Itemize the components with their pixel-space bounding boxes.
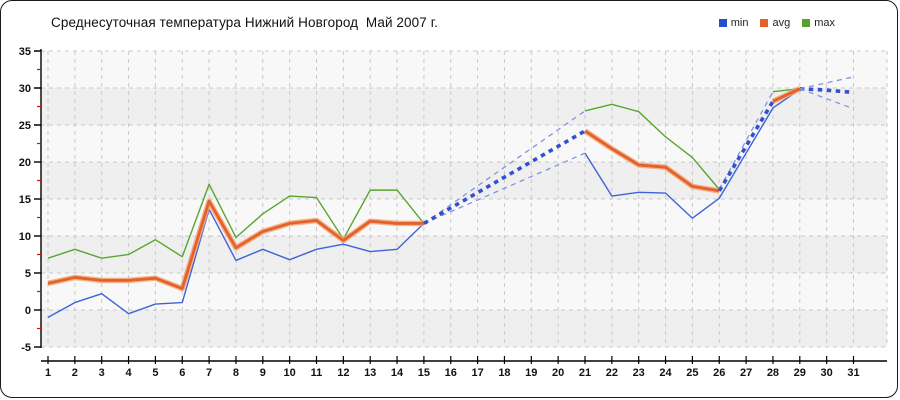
series-avg-line — [584, 129, 720, 193]
plot-band — [41, 199, 887, 236]
x-axis-tick-label: 24 — [659, 367, 672, 379]
x-axis-tick-label: 14 — [391, 367, 404, 379]
x-axis-tick-label: 3 — [99, 367, 105, 379]
series-max-line — [47, 183, 425, 259]
x-axis-tick-label: 5 — [152, 367, 158, 379]
x-axis-tick-label: 20 — [552, 367, 564, 379]
legend-item-min: min — [718, 17, 749, 29]
x-axis-tick-label: 11 — [311, 367, 323, 379]
legend-label-min: min — [730, 17, 749, 29]
legend-swatch-avg-icon — [760, 19, 769, 27]
x-axis-tick-label: 7 — [206, 367, 212, 379]
legend-swatch-min-icon — [718, 19, 727, 27]
x-axis-tick-label: 10 — [284, 367, 296, 379]
legend-item-max: max — [802, 17, 835, 29]
x-axis-tick-label: 29 — [794, 367, 806, 379]
dashed-avg-segment — [423, 129, 586, 225]
x-axis-tick-label: 23 — [633, 367, 645, 379]
series-min-line — [47, 208, 425, 319]
plot-band — [41, 51, 887, 88]
x-axis-tick-label: 25 — [686, 367, 698, 379]
x-axis-tick-label: 26 — [713, 367, 725, 379]
x-axis-tick-label: 17 — [471, 367, 483, 379]
plot-band — [41, 162, 887, 199]
chart-title: Среднесуточная температура Нижний Новгор… — [51, 15, 438, 30]
x-axis-tick-label: 19 — [525, 367, 537, 379]
legend-swatch-max-icon — [802, 19, 811, 27]
series-max-line — [584, 103, 720, 190]
x-axis-tick-label: 4 — [125, 367, 132, 379]
y-axis-tick-label: -5 — [21, 342, 31, 354]
x-axis-tick-label: 1 — [45, 367, 51, 379]
x-axis-tick-label: 13 — [364, 367, 376, 379]
x-axis-tick-label: 6 — [179, 367, 185, 379]
plot-band — [41, 236, 887, 273]
y-axis-tick-label: 15 — [19, 194, 31, 206]
series-avg-line — [772, 87, 801, 103]
plot-band — [41, 273, 887, 310]
series-avg-line — [47, 199, 424, 290]
x-axis-tick-label: 28 — [767, 367, 779, 379]
legend: min avg max — [718, 17, 835, 29]
y-axis-tick-label: 5 — [25, 268, 31, 280]
x-axis-tick-label: 31 — [847, 367, 859, 379]
y-axis-tick-label: 30 — [19, 83, 31, 95]
x-axis-tick-label: 2 — [72, 367, 78, 379]
y-axis-tick-label: 10 — [19, 231, 31, 243]
dashed-bound-segment — [423, 110, 586, 224]
legend-label-avg: avg — [772, 17, 791, 29]
legend-label-max: max — [814, 17, 835, 29]
legend-item-avg: avg — [760, 17, 790, 29]
x-axis-tick-label: 12 — [337, 367, 349, 379]
x-axis-tick-label: 9 — [260, 367, 266, 379]
dashed-bound-segment — [423, 152, 586, 225]
x-axis-tick-label: 22 — [606, 367, 618, 379]
x-axis-tick-label: 30 — [821, 367, 833, 379]
x-axis-tick-label: 27 — [740, 367, 752, 379]
x-axis-tick-label: 15 — [418, 367, 430, 379]
y-axis-tick-label: 0 — [25, 305, 31, 317]
plot-band — [41, 310, 887, 347]
x-axis-tick-label: 8 — [233, 367, 239, 379]
y-axis-tick-label: 35 — [19, 46, 31, 58]
x-axis-tick-label: 21 — [579, 367, 591, 379]
dashed-bound-segment — [799, 88, 854, 110]
series-min-line — [584, 88, 801, 219]
x-axis-tick-label: 18 — [498, 367, 510, 379]
x-axis-tick-label: 16 — [445, 367, 457, 379]
y-axis-tick-label: 25 — [19, 120, 31, 132]
y-axis-tick-label: 20 — [19, 157, 31, 169]
